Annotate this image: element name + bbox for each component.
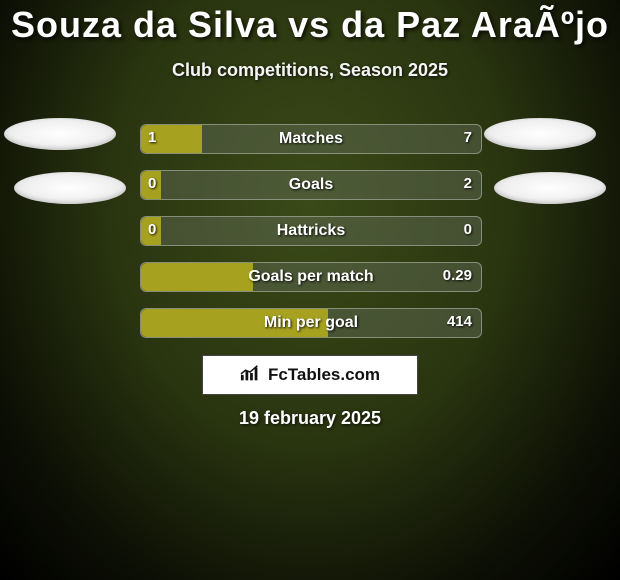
date-label: 19 february 2025 (0, 408, 620, 429)
stat-row: Goals0 2 (0, 170, 620, 198)
brand-badge[interactable]: FcTables.com (202, 355, 418, 395)
stat-bar: Goals per match (140, 262, 482, 292)
chart-icon (240, 364, 262, 387)
stat-row: Hattricks0 0 (0, 216, 620, 244)
page-subtitle: Club competitions, Season 2025 (0, 60, 620, 81)
stat-label: Goals per match (141, 263, 481, 291)
stat-label: Min per goal (141, 309, 481, 337)
stat-label: Hattricks (141, 217, 481, 245)
comparison-canvas: Souza da Silva vs da Paz AraÃºjo Club co… (0, 0, 620, 580)
stat-row: Goals per match0.29 (0, 262, 620, 290)
stat-value-left: 0 (148, 170, 156, 198)
stat-row: Min per goal414 (0, 308, 620, 336)
stat-bar: Goals (140, 170, 482, 200)
stat-value-right: 414 (447, 308, 472, 336)
stat-bar: Min per goal (140, 308, 482, 338)
stat-row: Matches1 7 (0, 124, 620, 152)
stat-label: Matches (141, 125, 481, 153)
stat-bar: Hattricks (140, 216, 482, 246)
stat-value-left: 1 (148, 124, 156, 152)
brand-label: FcTables.com (268, 365, 380, 385)
stat-value-left: 0 (148, 216, 156, 244)
stat-bar: Matches (140, 124, 482, 154)
stat-value-right: 2 (464, 170, 472, 198)
stat-value-right: 0.29 (443, 262, 472, 290)
stat-value-right: 0 (464, 216, 472, 244)
page-title: Souza da Silva vs da Paz AraÃºjo (0, 4, 620, 46)
stat-label: Goals (141, 171, 481, 199)
stats-rows: Matches17Goals02Hattricks00Goals per mat… (0, 124, 620, 354)
stat-value-right: 7 (464, 124, 472, 152)
